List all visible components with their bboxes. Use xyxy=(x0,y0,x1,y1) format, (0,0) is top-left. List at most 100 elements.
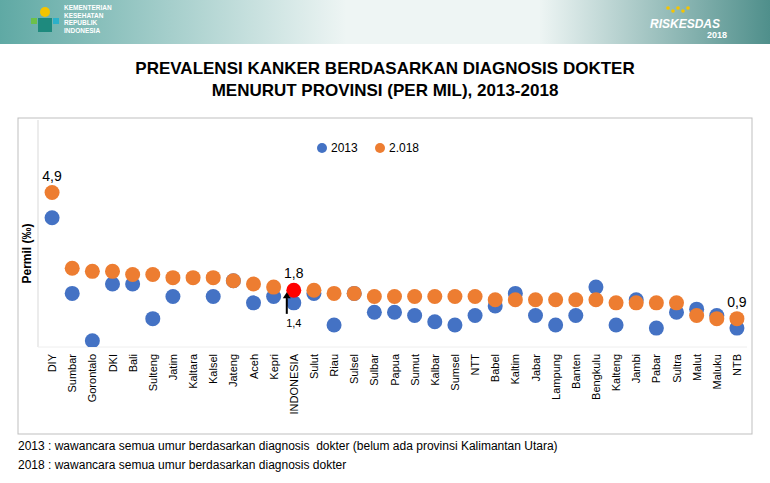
x-tick-label: Sulsel xyxy=(348,354,360,384)
logo-shape xyxy=(40,7,50,17)
chart: KEMENTERIANKESEHATANREPUBLIKINDONESIARIS… xyxy=(0,0,770,483)
x-tick-label: Kaltim xyxy=(509,354,521,385)
x-tick-label: Sulbar xyxy=(368,354,380,386)
chart-frame xyxy=(18,118,752,434)
legend-marker xyxy=(317,143,327,153)
logo-text: RISKESDAS xyxy=(650,17,720,31)
point xyxy=(548,292,563,307)
point xyxy=(468,308,483,323)
point xyxy=(689,308,704,323)
logo-shape xyxy=(676,6,680,10)
point xyxy=(649,295,664,310)
point xyxy=(246,295,261,310)
point xyxy=(387,305,402,320)
x-tick-label: Papua xyxy=(389,353,401,386)
point xyxy=(669,295,684,310)
x-tick-label: Jabar xyxy=(530,354,542,382)
point xyxy=(65,286,80,301)
point xyxy=(508,292,523,307)
annotation: 0,9 xyxy=(727,294,747,310)
x-tick-label: Malut xyxy=(691,354,703,381)
x-tick-label: Sultra xyxy=(671,353,683,383)
logo-shape xyxy=(681,9,685,13)
point xyxy=(468,289,483,304)
arrow xyxy=(286,297,288,314)
legend-label: 2013 xyxy=(331,141,358,155)
point xyxy=(488,292,503,307)
logo-shape xyxy=(686,6,690,10)
x-tick-label: NTT xyxy=(469,354,481,376)
point xyxy=(145,267,160,282)
logo-shape xyxy=(38,18,52,32)
annotation: 1,8 xyxy=(284,265,304,281)
x-tick-label: DIY xyxy=(46,353,58,372)
x-tick-label: Pabar xyxy=(650,354,662,384)
legend-label: 2.018 xyxy=(389,141,419,155)
point xyxy=(609,295,624,310)
point xyxy=(729,311,744,326)
x-tick-label: Jambi xyxy=(630,354,642,383)
point xyxy=(407,289,422,304)
annotation: 1,4 xyxy=(286,317,301,329)
point xyxy=(306,283,321,298)
point xyxy=(447,289,462,304)
point xyxy=(206,270,221,285)
header-band xyxy=(0,0,770,44)
x-tick-label: Sulut xyxy=(308,354,320,379)
annotation: 4,9 xyxy=(42,168,62,184)
logo-text: INDONESIA xyxy=(64,27,100,34)
x-tick-label: Lampung xyxy=(550,354,562,400)
x-tick-label: Sumbar xyxy=(66,354,78,393)
marks xyxy=(45,185,745,347)
point xyxy=(45,185,60,200)
point xyxy=(246,276,261,291)
point xyxy=(226,273,241,288)
point xyxy=(427,314,442,329)
right-logo: RISKESDAS2018 xyxy=(650,6,727,40)
point xyxy=(165,270,180,285)
x-tick-label: Maluku xyxy=(711,354,723,389)
x-tick-label: Kepri xyxy=(268,354,280,380)
title: PREVALENSI KANKER BERDASARKAN DIAGNOSIS … xyxy=(135,59,634,78)
point xyxy=(649,321,664,336)
x-tick-label: Kalbar xyxy=(429,354,441,386)
point xyxy=(588,292,603,307)
point xyxy=(327,286,342,301)
point xyxy=(186,270,201,285)
x-tick-label: Riau xyxy=(328,354,340,377)
point xyxy=(709,311,724,326)
point xyxy=(105,264,120,279)
point xyxy=(629,295,644,310)
point xyxy=(367,305,382,320)
point xyxy=(85,333,100,347)
x-tick-label: Jatim xyxy=(167,354,179,380)
logo-shape xyxy=(666,6,670,10)
point xyxy=(387,289,402,304)
logo-text: KEMENTERIAN xyxy=(64,4,112,11)
point xyxy=(609,317,624,332)
x-tick-label: Kalteng xyxy=(610,354,622,391)
point xyxy=(125,267,140,282)
y-label: Permil (‰) xyxy=(20,223,34,283)
point xyxy=(427,289,442,304)
point xyxy=(367,289,382,304)
x-tick-label: Sumut xyxy=(409,354,421,386)
point xyxy=(145,311,160,326)
logo-shape xyxy=(671,9,675,13)
x-tick-label: Banten xyxy=(570,354,582,389)
point xyxy=(447,317,462,332)
x-tick-label: Gorontalo xyxy=(86,354,98,402)
point xyxy=(165,289,180,304)
point xyxy=(528,292,543,307)
point xyxy=(226,273,241,288)
point xyxy=(568,292,583,307)
point xyxy=(266,280,281,295)
point xyxy=(65,261,80,276)
point xyxy=(206,289,221,304)
point xyxy=(568,308,583,323)
x-tick-label: INDONESIA xyxy=(288,353,300,414)
y-axis xyxy=(38,120,39,347)
x-tick-label: Bengkulu xyxy=(590,354,602,400)
logo-shape xyxy=(31,18,37,24)
x-tick-label: NTB xyxy=(731,354,743,376)
